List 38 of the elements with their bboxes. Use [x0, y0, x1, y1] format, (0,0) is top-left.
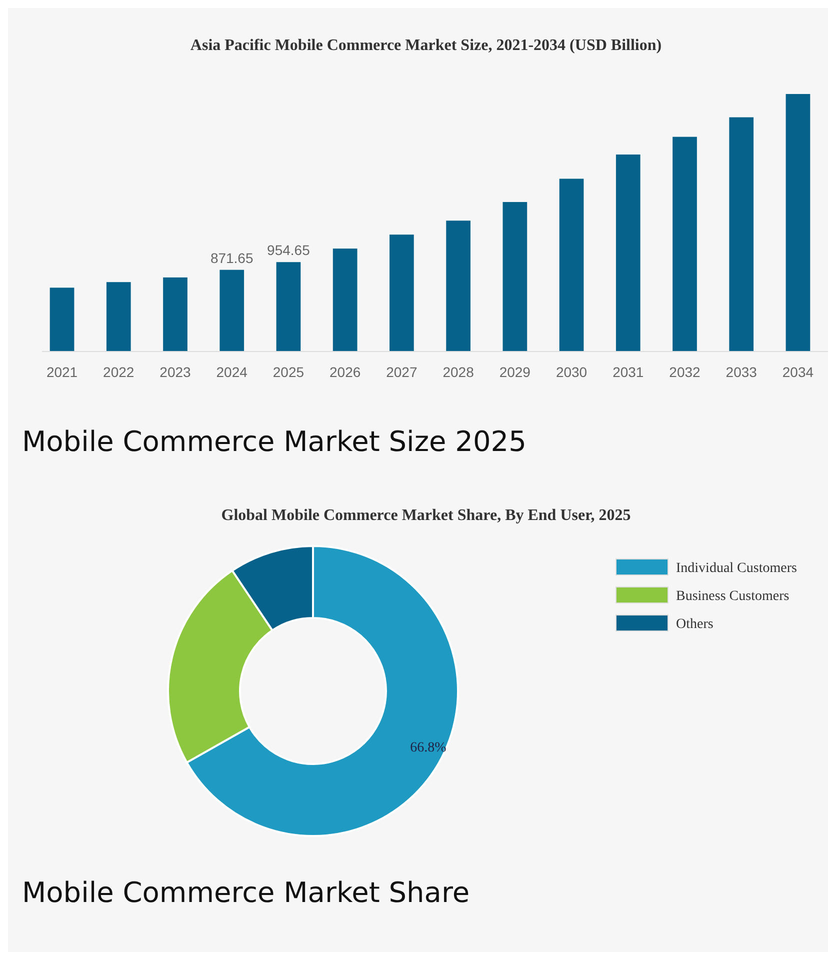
bar [502, 202, 528, 351]
data-label: 954.65 [267, 242, 310, 258]
bar [446, 220, 470, 351]
x-tick-label: 2022 [103, 364, 134, 380]
legend-label: Others [676, 617, 714, 632]
bar [50, 288, 74, 351]
x-tick-label: 2028 [442, 364, 474, 380]
bar [163, 277, 188, 351]
chart-title: Global Mobile Commerce Market Share, By End User, 2025 [221, 507, 631, 524]
text: Mobile Commerce Market Size 2025 [22, 425, 526, 458]
x-tick-label: 2030 [556, 364, 588, 380]
bar [786, 94, 810, 351]
x-tick-label: 2023 [160, 364, 192, 380]
bar [672, 136, 697, 351]
x-tick-label: 2025 [272, 364, 304, 380]
text: Mobile Commerce Market Share [22, 876, 470, 909]
data-label: 66.8% [410, 740, 447, 756]
bar [276, 262, 301, 351]
bar [559, 178, 584, 351]
data-label: 871.65 [210, 250, 254, 266]
bar [729, 117, 754, 351]
x-tick-label: 2031 [612, 364, 644, 380]
x-tick-label: 2033 [726, 364, 758, 380]
chart-title: Asia Pacific Mobile Commerce Market Size, 2021-2034 (USD Billion) [190, 37, 662, 54]
bar [390, 234, 414, 351]
legend-label: Individual Customers [676, 561, 797, 576]
bar [616, 154, 640, 351]
x-tick-label: 2032 [669, 364, 701, 380]
x-tick-label: 2026 [330, 364, 361, 380]
x-tick-label: 2027 [386, 364, 418, 380]
bar [106, 282, 131, 351]
legend-label: Business Customers [676, 589, 790, 604]
x-tick-label: 2034 [782, 364, 814, 380]
x-tick-label: 2021 [46, 364, 78, 380]
x-tick-label: 2024 [216, 364, 248, 380]
x-tick-label: 2029 [499, 364, 531, 380]
bar [220, 270, 244, 351]
bar [332, 248, 358, 351]
